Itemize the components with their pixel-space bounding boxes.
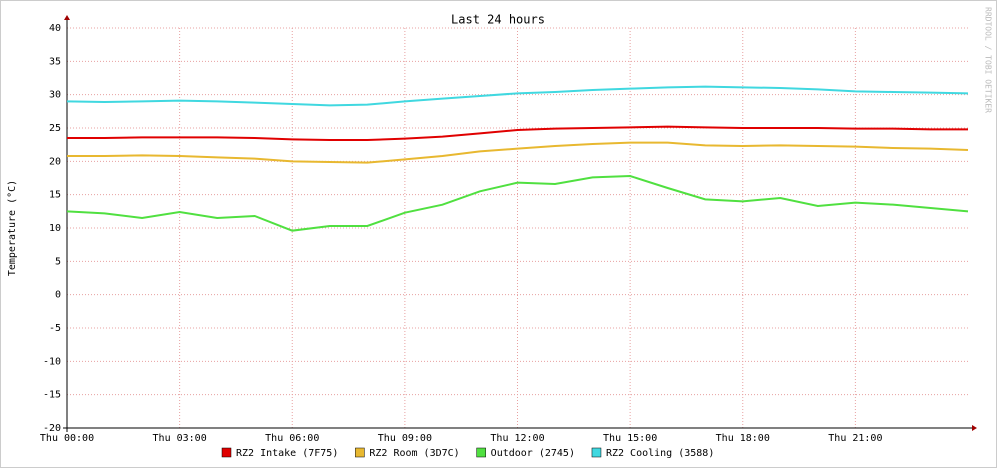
x-tick-label: Thu 03:00: [153, 433, 207, 444]
y-tick-label: 10: [49, 223, 61, 234]
y-tick-label: -5: [49, 323, 61, 334]
x-tick-label: Thu 15:00: [603, 433, 657, 444]
x-tick-label: Thu 21:00: [828, 433, 882, 444]
axis-arrow: [972, 425, 977, 431]
legend-label: RZ2 Room (3D7C): [369, 448, 459, 459]
y-tick-label: 40: [49, 23, 61, 34]
x-tick-label: Thu 00:00: [40, 433, 94, 444]
y-tick-label: -10: [43, 356, 61, 367]
x-tick-label: Thu 06:00: [265, 433, 319, 444]
y-tick-label: -15: [43, 390, 61, 401]
legend-swatch: [591, 447, 602, 458]
legend-swatch: [476, 447, 486, 458]
y-tick-label: 35: [49, 56, 61, 67]
x-tick-label: Thu 18:00: [716, 433, 770, 444]
y-axis-label: Temperature (°C): [7, 180, 18, 276]
series-line: [66, 174, 969, 232]
series-line: [67, 125, 968, 141]
axis-arrow: [64, 15, 70, 20]
y-tick-label: 15: [49, 190, 61, 201]
series-line: [67, 141, 969, 164]
legend-swatch: [221, 447, 232, 458]
watermark: RRDTOOL / TOBI OETIKER: [984, 7, 993, 113]
legend-swatch: [355, 447, 365, 458]
y-tick-label: 25: [49, 123, 61, 134]
legend-label: RZ2 Cooling (3588): [606, 448, 714, 459]
x-tick-label: Thu 12:00: [490, 433, 544, 444]
y-tick-label: 0: [55, 290, 61, 301]
chart-title: Last 24 hours: [451, 13, 545, 27]
legend-label: RZ2 Intake (7F75): [236, 448, 338, 459]
y-tick-label: 5: [55, 256, 61, 267]
y-tick-label: 20: [49, 156, 61, 167]
x-tick-label: Thu 09:00: [378, 433, 432, 444]
legend-label: Outdoor (2745): [491, 448, 575, 459]
y-tick-label: 30: [49, 90, 61, 101]
series-line: [66, 85, 969, 107]
y-tick-label: -20: [43, 423, 61, 434]
